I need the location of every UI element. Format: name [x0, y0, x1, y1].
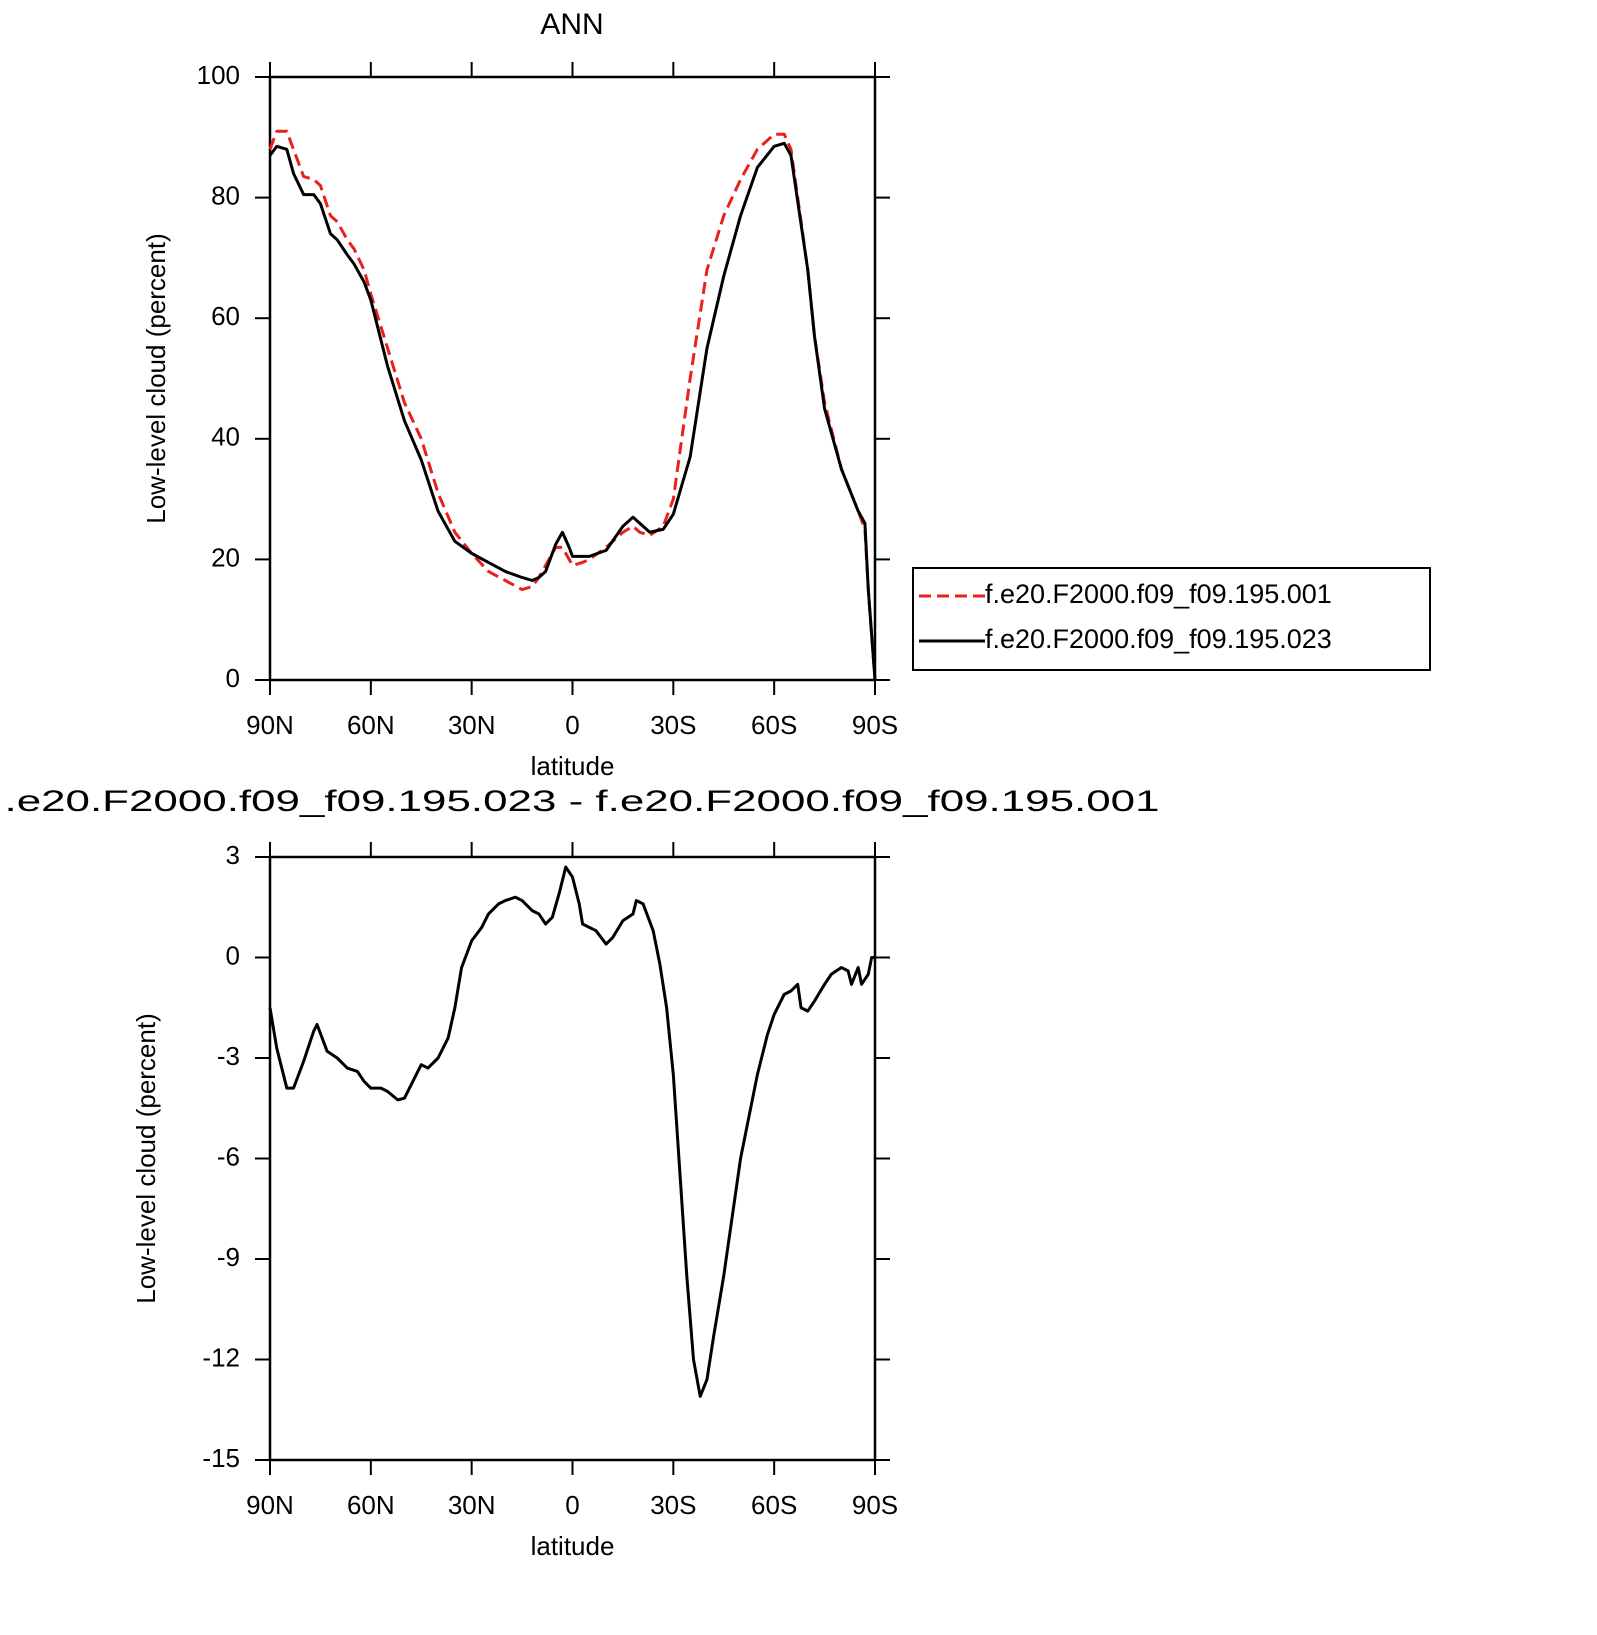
plot-frame — [268, 855, 877, 1462]
chart-title: ANN — [540, 8, 603, 41]
y-tick-label: 0 — [226, 940, 240, 970]
x-tick-label: 60S — [751, 710, 797, 740]
series-line — [268, 129, 877, 681]
y-axis-label: Low-level cloud (percent) — [131, 1013, 161, 1303]
legend-label: f.e20.F2000.f09_f09.195.023 — [985, 624, 1332, 654]
x-tick-label: 90N — [246, 710, 294, 740]
series-line — [268, 141, 877, 681]
y-tick-label: 60 — [211, 301, 240, 331]
y-tick-label: -6 — [217, 1141, 240, 1171]
x-tick-label: 90S — [852, 710, 898, 740]
x-tick-label: 60N — [347, 1490, 395, 1520]
series-line — [268, 865, 875, 1398]
x-tick-label: 90N — [246, 1490, 294, 1520]
chart-title: .e20.F2000.f09_f09.195.023 - f.e20.F2000… — [5, 785, 1160, 818]
y-tick-label: -3 — [217, 1041, 240, 1071]
y-tick-label: -15 — [202, 1443, 240, 1473]
y-axis-label: Low-level cloud (percent) — [141, 233, 171, 523]
x-tick-label: 30N — [448, 710, 496, 740]
x-tick-label: 30S — [650, 1490, 696, 1520]
y-tick-label: -9 — [217, 1242, 240, 1272]
y-tick-label: -12 — [202, 1342, 240, 1372]
x-tick-label: 30N — [448, 1490, 496, 1520]
x-axis-label: latitude — [531, 751, 615, 781]
x-tick-label: 60N — [347, 710, 395, 740]
x-tick-label: 30S — [650, 710, 696, 740]
x-tick-label: 0 — [565, 710, 579, 740]
y-tick-label: 80 — [211, 180, 240, 210]
x-tick-label: 60S — [751, 1490, 797, 1520]
y-tick-label: 0 — [226, 663, 240, 693]
x-tick-label: 0 — [565, 1490, 579, 1520]
y-tick-label: 20 — [211, 542, 240, 572]
legend-box — [912, 567, 1431, 671]
x-axis-label: latitude — [531, 1531, 615, 1561]
plot-frame — [268, 75, 877, 682]
y-tick-label: 100 — [197, 60, 240, 90]
y-tick-label: 3 — [226, 840, 240, 870]
x-tick-label: 90S — [852, 1490, 898, 1520]
y-tick-label: 40 — [211, 422, 240, 452]
legend-label: f.e20.F2000.f09_f09.195.001 — [985, 579, 1332, 609]
